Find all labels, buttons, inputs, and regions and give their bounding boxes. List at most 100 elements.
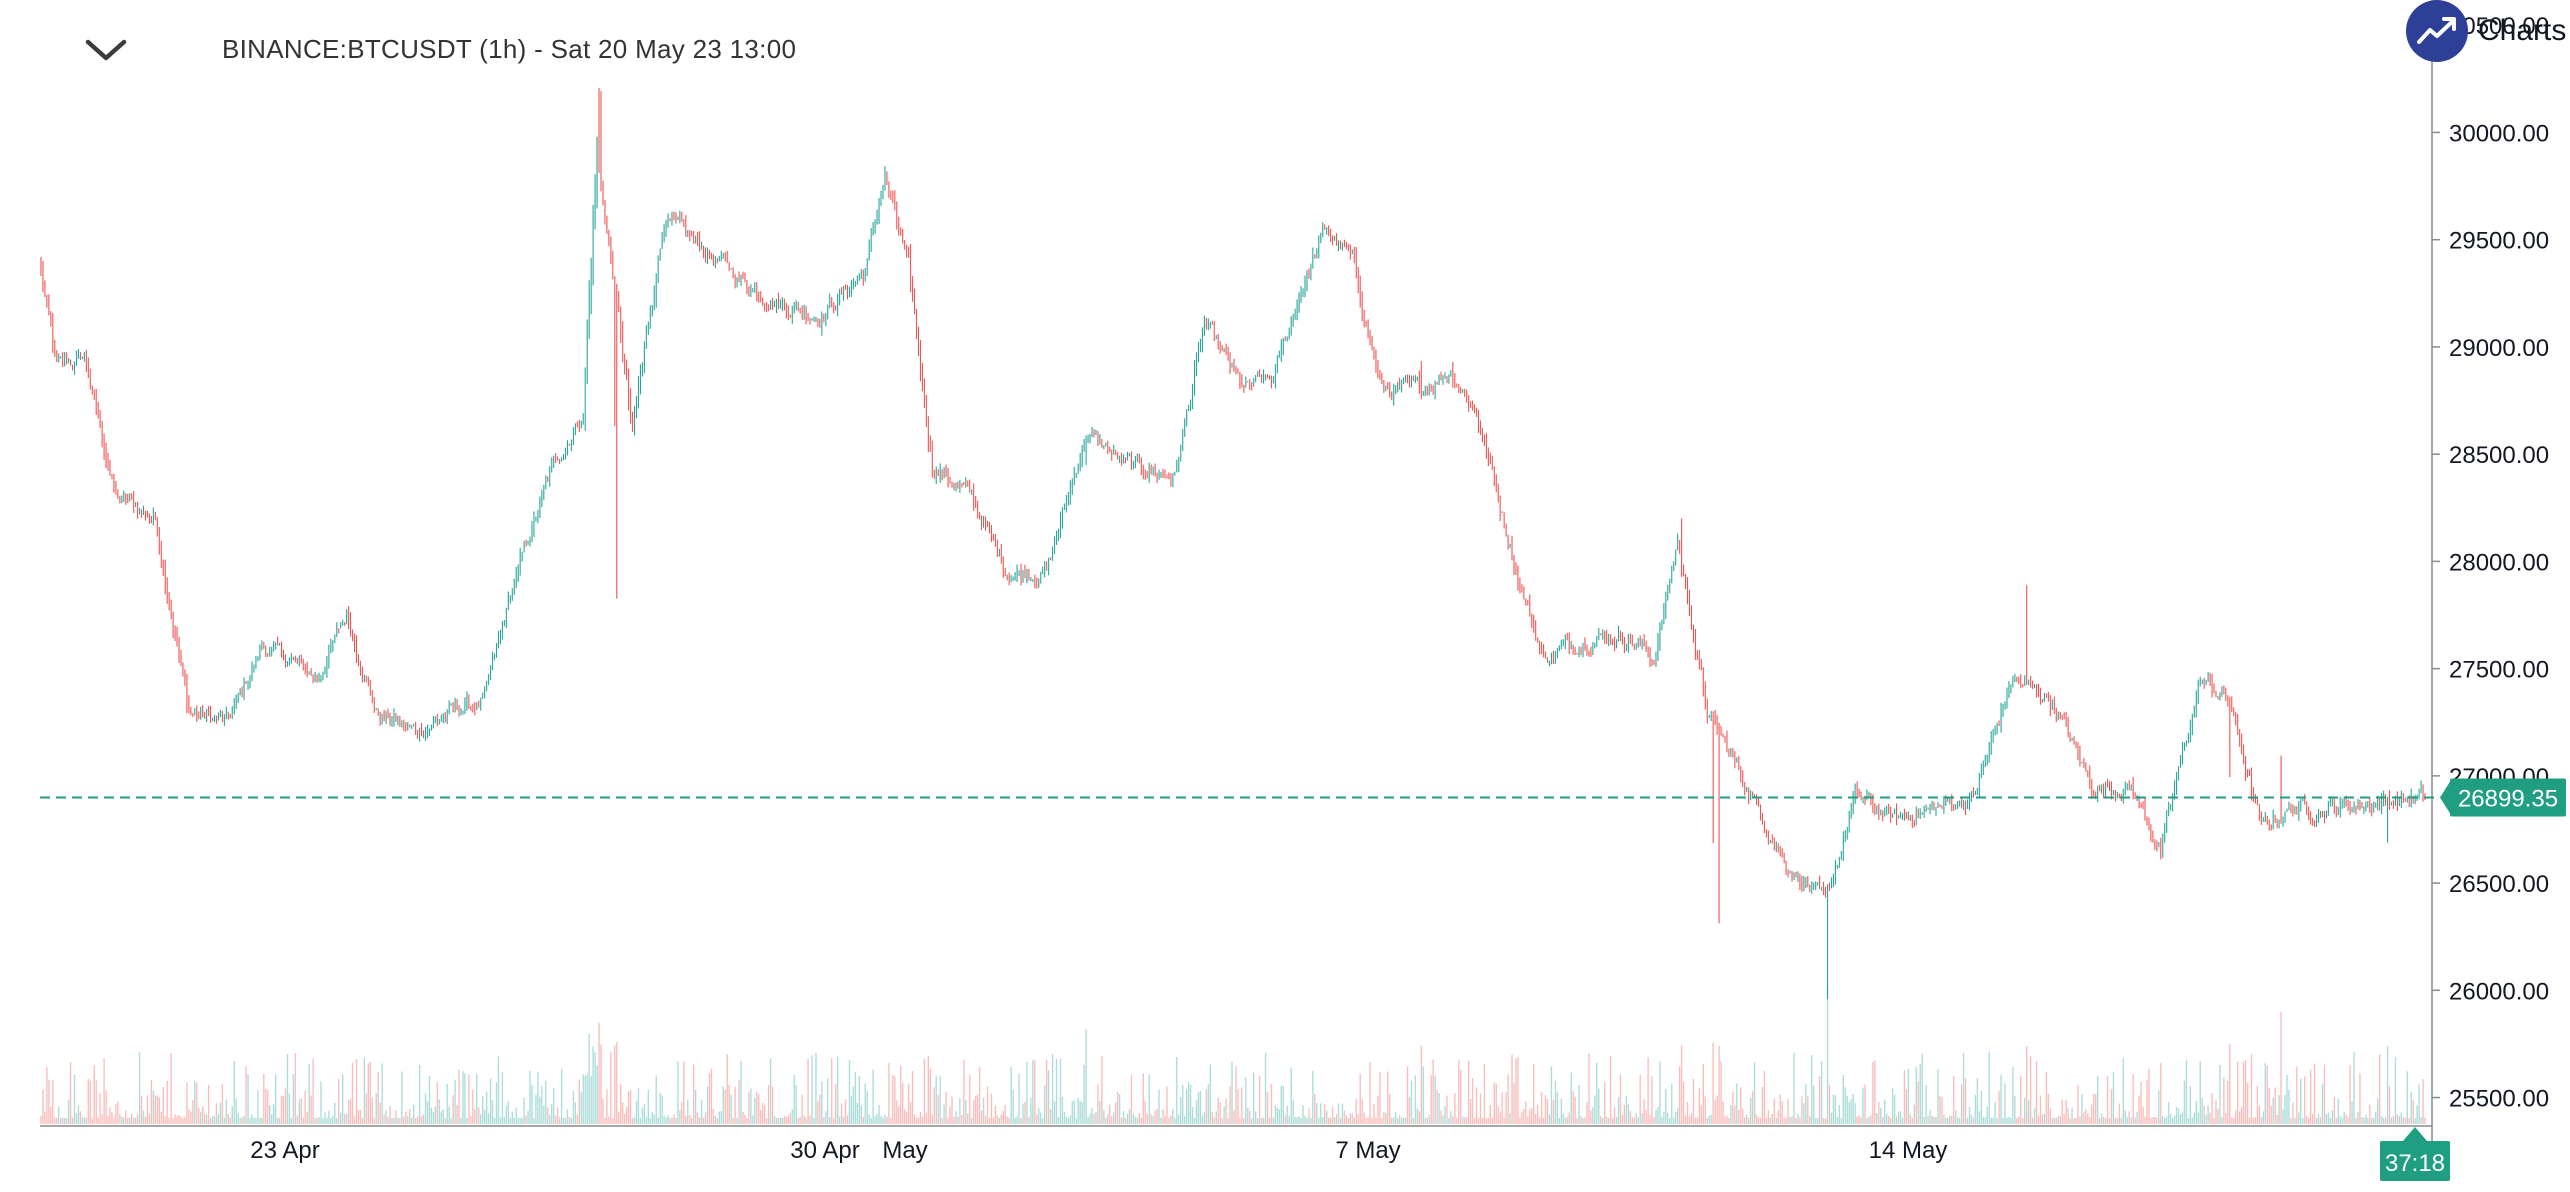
volume-bar — [543, 1105, 545, 1124]
volume-bar — [1067, 1117, 1070, 1124]
volume-bar — [105, 1090, 107, 1124]
volume-bar — [1882, 1117, 1884, 1124]
volume-bar — [1004, 1105, 1006, 1124]
volume-bar — [1822, 1118, 1825, 1124]
volume-bar — [1339, 1117, 1342, 1124]
volume-bar — [97, 1117, 99, 1124]
volume-bar — [320, 1081, 322, 1124]
volume-bar — [233, 1061, 235, 1124]
volume-bar — [487, 1113, 490, 1124]
volume-bar — [1231, 1061, 1233, 1124]
volume-bar — [1515, 1058, 1517, 1124]
volume-bar — [2404, 1118, 2406, 1124]
volume-bar — [1361, 1099, 1363, 1124]
volume-bar — [1513, 1082, 1515, 1124]
volume-bar — [2353, 1052, 2355, 1124]
volume-bar — [322, 1117, 324, 1124]
volume-bar — [1306, 1117, 1308, 1124]
volume-bar — [223, 1118, 226, 1124]
volume-bar — [1779, 1094, 1781, 1124]
volume-bar — [1623, 1104, 1626, 1124]
volume-bar — [1684, 1115, 1687, 1124]
volume-bar — [2215, 1100, 2217, 1124]
volume-bar — [1093, 1113, 1095, 1124]
volume-bar — [476, 1074, 478, 1124]
volume-bar — [1761, 1086, 1764, 1124]
volume-bar — [1536, 1104, 1539, 1124]
volume-bar — [1805, 1084, 1807, 1124]
volume-bar — [253, 1117, 255, 1124]
volume-bar — [1491, 1117, 1493, 1124]
volume-bar — [2410, 1091, 2412, 1124]
volume-bar — [2140, 1081, 2142, 1124]
volume-bar — [903, 1109, 906, 1124]
volume-bar — [982, 1097, 985, 1124]
volume-bar — [736, 1117, 738, 1124]
volume-bar — [815, 1052, 817, 1124]
volume-bar — [1040, 1112, 1042, 1124]
volume-bar — [162, 1086, 164, 1124]
volume-bar — [1138, 1113, 1141, 1124]
volume-bar — [2065, 1099, 2067, 1124]
brand[interactable]: Charts p — [2406, 0, 2570, 72]
volume-bar — [150, 1080, 153, 1124]
volume-bar — [2199, 1061, 2201, 1124]
volume-bar — [1661, 1116, 1663, 1124]
volume-bar — [1282, 1085, 1284, 1124]
volume-bar — [485, 1091, 488, 1124]
volume-bar — [198, 1107, 200, 1124]
volume-bar — [440, 1111, 442, 1124]
volume-bar — [334, 1102, 336, 1124]
volume-bar — [2073, 1118, 2075, 1124]
volume-bar — [1247, 1107, 1249, 1124]
volume-bar — [1580, 1116, 1582, 1124]
volume-bar — [1191, 1106, 1194, 1124]
volume-bar — [1653, 1117, 1655, 1124]
volume-bar — [1645, 1109, 1647, 1124]
volume-bar — [1385, 1113, 1387, 1124]
volume-bar — [184, 1116, 186, 1124]
volume-bar — [1134, 1116, 1137, 1124]
volume-bar — [434, 1105, 437, 1124]
volume-bar — [1931, 1115, 1933, 1124]
last-price-label: 26899.35 — [2458, 785, 2558, 812]
volume-bar — [2037, 1115, 2040, 1124]
volume-bar — [525, 1115, 527, 1124]
volume-bar — [205, 1114, 208, 1124]
volume-bar — [379, 1102, 381, 1124]
volume-bar — [590, 1076, 592, 1124]
volume-bar — [1791, 1116, 1793, 1124]
volume-bar — [1556, 1091, 1559, 1124]
volume-bar — [1858, 1115, 1860, 1124]
volume-bar — [556, 1107, 559, 1124]
volume-bar — [854, 1072, 857, 1124]
countdown-box — [2380, 1141, 2450, 1181]
volume-bar — [909, 1102, 912, 1124]
volume-bar — [568, 1117, 571, 1124]
volume-bar — [259, 1117, 261, 1124]
volume-bar — [864, 1083, 866, 1124]
volume-bar — [931, 1114, 933, 1124]
volume-bar — [1519, 1117, 1521, 1124]
volume-bar — [801, 1094, 803, 1124]
volume-bar — [438, 1099, 440, 1124]
volume-bar — [54, 1117, 56, 1124]
volume-bar — [2203, 1105, 2205, 1124]
volume-bar — [186, 1082, 188, 1124]
volume-bar — [2244, 1060, 2247, 1124]
volume-bar — [121, 1116, 123, 1124]
volume-bar — [1016, 1116, 1018, 1124]
volume-bar — [255, 1117, 257, 1124]
volume-bar — [1367, 1116, 1369, 1124]
volume-bar — [819, 1094, 821, 1124]
volume-bar — [560, 1069, 563, 1124]
volume-bar — [1866, 1118, 1868, 1124]
volume-bar — [166, 1080, 168, 1124]
volume-bar — [2357, 1111, 2359, 1124]
volume-bar — [1410, 1080, 1413, 1124]
volume-bar — [1448, 1117, 1450, 1124]
chevron-down-icon[interactable] — [80, 28, 132, 72]
volume-bar — [831, 1057, 833, 1124]
volume-bar — [1527, 1116, 1529, 1124]
